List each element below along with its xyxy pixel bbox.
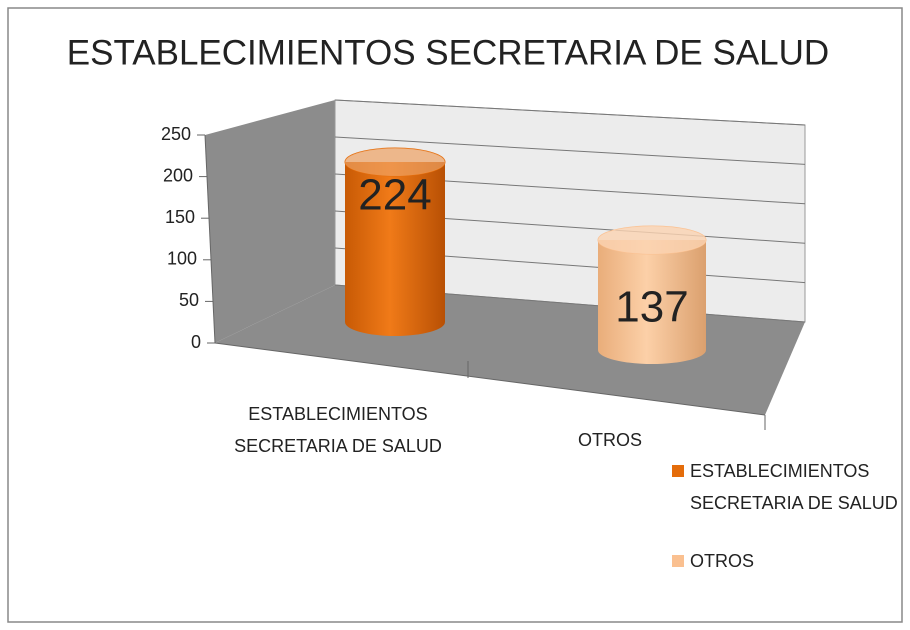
y-tick-label: 200 [163,165,193,185]
bar-top [597,225,707,255]
chart-title: ESTABLECIMIENTOS SECRETARIA DE SALUD [67,33,829,72]
legend-label: ESTABLECIMIENTOS SECRETARIA DE SALUD [690,461,898,513]
legend-swatch [672,465,684,477]
bar-top-shade [345,148,445,176]
grid-line [334,136,806,165]
legend-swatch [672,555,684,567]
grid-line [334,99,806,126]
bar [598,240,706,364]
y-tick-label: 100 [167,249,197,269]
legend-label: OTROS [690,551,755,571]
bar [345,162,445,336]
y-tick-label: 50 [179,290,199,310]
bar-top [344,147,446,177]
value-label: 137 [615,283,688,332]
y-tick-label: 250 [161,124,191,144]
bar-top-shade [598,226,706,254]
y-tick-label: 150 [165,207,195,227]
y-axis [204,134,216,344]
x-tick-label: OTROS [577,430,642,450]
y-tick-label: 0 [191,332,201,352]
x-axis [214,342,766,416]
side-wall [205,100,335,343]
x-tick-label: ESTABLECIMIENTOS SECRETARIA DE SALUD [234,404,442,456]
value-label: 224 [358,171,431,220]
